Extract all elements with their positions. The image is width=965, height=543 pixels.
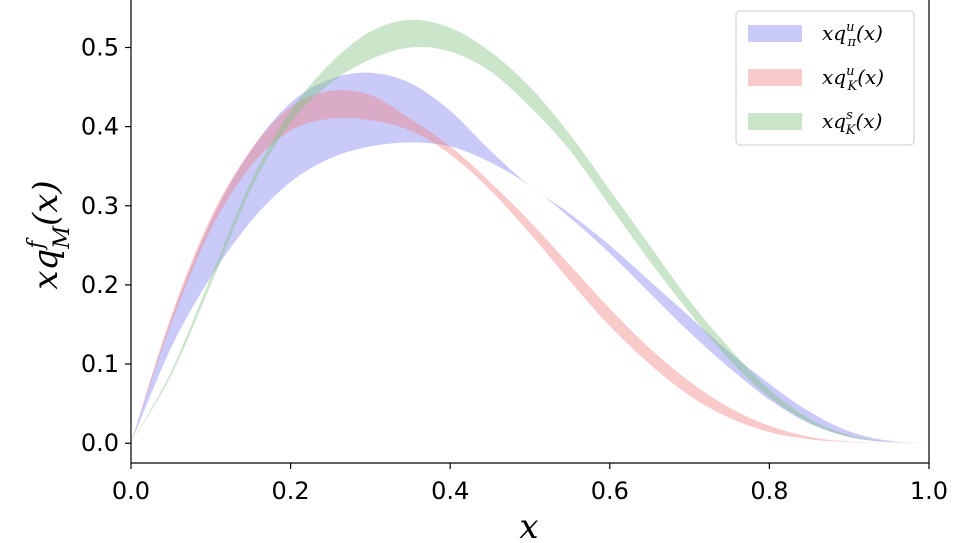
legend: xqu π(x)xqu K(x)xqs K(x) [735, 10, 915, 146]
y-label-sup: f [24, 237, 49, 251]
y-label-base: xq [26, 249, 66, 290]
legend-label-sup: u [846, 20, 854, 35]
y-tick-label: 0.3 [81, 192, 119, 220]
y-axis-label: xqfM(x) [24, 180, 75, 289]
x-tick-label: 0.2 [272, 477, 310, 505]
y-label-tail: (x) [26, 180, 66, 226]
legend-label-2: xqs K(x) [822, 108, 882, 138]
legend-swatch-2 [748, 113, 802, 130]
y-tick-label: 0.4 [81, 113, 119, 141]
x-tick-label: 0.0 [112, 477, 150, 505]
legend-label-base: xq [822, 21, 846, 45]
legend-label-1: xqu K(x) [822, 64, 884, 94]
y-tick-label: 0.0 [81, 429, 119, 457]
legend-label-sup: s [846, 108, 853, 123]
y-tick-label: 0.1 [81, 350, 119, 378]
legend-frame [735, 10, 915, 146]
chart-axes [130, 0, 930, 464]
legend-label-tail: (x) [855, 109, 882, 133]
legend-label-sup: u [846, 64, 854, 79]
y-tick-label: 0.2 [81, 271, 119, 299]
legend-label-tail: (x) [857, 65, 884, 89]
x-tick-label: 0.6 [591, 477, 629, 505]
svg-text:xqfM(x): xqfM(x) [24, 180, 75, 289]
chart-bands [131, 19, 929, 444]
x-tick-label: 1.0 [910, 477, 948, 505]
band-series-2 [131, 19, 929, 444]
legend-label-tail: (x) [856, 21, 883, 45]
x-tick-label: 0.4 [431, 477, 469, 505]
y-label-sub: M [50, 226, 75, 250]
legend-label-0: xqu π(x) [822, 20, 883, 50]
legend-label-base: xq [822, 109, 846, 133]
legend-label-sub: K [846, 79, 858, 94]
y-tick-label: 0.5 [81, 33, 119, 61]
x-axis-label: x [519, 507, 538, 543]
legend-swatch-0 [748, 25, 802, 42]
legend-label-sub: π [846, 35, 856, 50]
legend-label-base: xq [822, 65, 846, 89]
legend-swatch-1 [748, 69, 802, 86]
legend-label-sub: K [845, 123, 857, 138]
chart-ticks: 0.0 0.2 0.4 0.6 0.8 1.0 0.0 0.1 0.2 0.3 0.4 0.5 [81, 33, 948, 505]
x-tick-label: 0.8 [750, 477, 788, 505]
